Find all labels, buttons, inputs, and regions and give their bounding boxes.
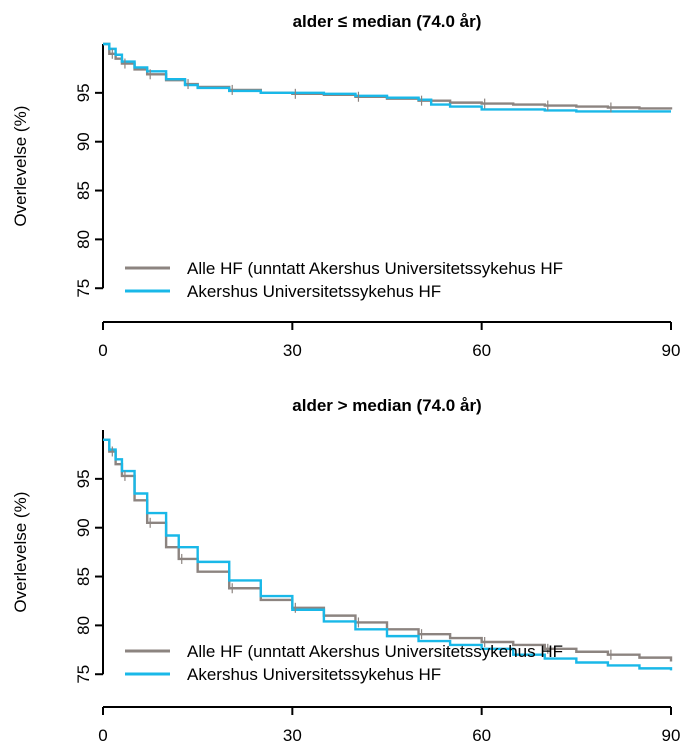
y-tick-label: 80 — [74, 230, 93, 249]
y-tick-label: 95 — [74, 83, 93, 102]
y-tick-label: 75 — [74, 665, 93, 684]
legend-label: Alle HF (unntatt Akershus Universitetssy… — [187, 259, 563, 278]
y-axis-label: Overlevelse (%) — [11, 106, 30, 227]
x-tick-label: 60 — [472, 341, 491, 360]
y-axis-label: Overlevelse (%) — [11, 492, 30, 613]
legend: Alle HF (unntatt Akershus Universitetssy… — [125, 259, 563, 301]
x-tick-label: 0 — [98, 726, 107, 745]
y-tick-label: 75 — [74, 279, 93, 298]
x-tick-label: 90 — [662, 726, 681, 745]
y-tick-label: 85 — [74, 181, 93, 200]
x-tick-label: 30 — [283, 726, 302, 745]
chart-title: alder > median (74.0 år) — [292, 396, 481, 415]
x-tick-label: 30 — [283, 341, 302, 360]
x-tick-label: 90 — [662, 341, 681, 360]
y-tick-label: 90 — [74, 518, 93, 537]
series-line-akershus — [103, 438, 673, 671]
chart-panel-1: alder ≤ median (74.0 år) 75 80 85 90 95 Overle… — [11, 12, 680, 360]
legend: Alle HF (unntatt Akershus Universitetssy… — [125, 642, 563, 684]
legend-label: Alle HF (unntatt Akershus Universitetssy… — [187, 642, 563, 661]
y-tick-label: 80 — [74, 616, 93, 635]
y-tick-label: 90 — [74, 132, 93, 151]
series-line-alle-hf — [103, 42, 673, 110]
x-tick-label: 0 — [98, 341, 107, 360]
chart-panel-2: alder > median (74.0 år) 75 80 85 90 95 Overle… — [11, 396, 680, 745]
chart-title: alder ≤ median (74.0 år) — [293, 12, 482, 31]
series-line-akershus — [103, 42, 671, 113]
x-tick-label: 60 — [472, 726, 491, 745]
y-tick-label: 85 — [74, 567, 93, 586]
legend-label: Akershus Universitetssykehus HF — [187, 665, 441, 684]
legend-label: Akershus Universitetssykehus HF — [187, 282, 441, 301]
y-tick-label: 95 — [74, 469, 93, 488]
